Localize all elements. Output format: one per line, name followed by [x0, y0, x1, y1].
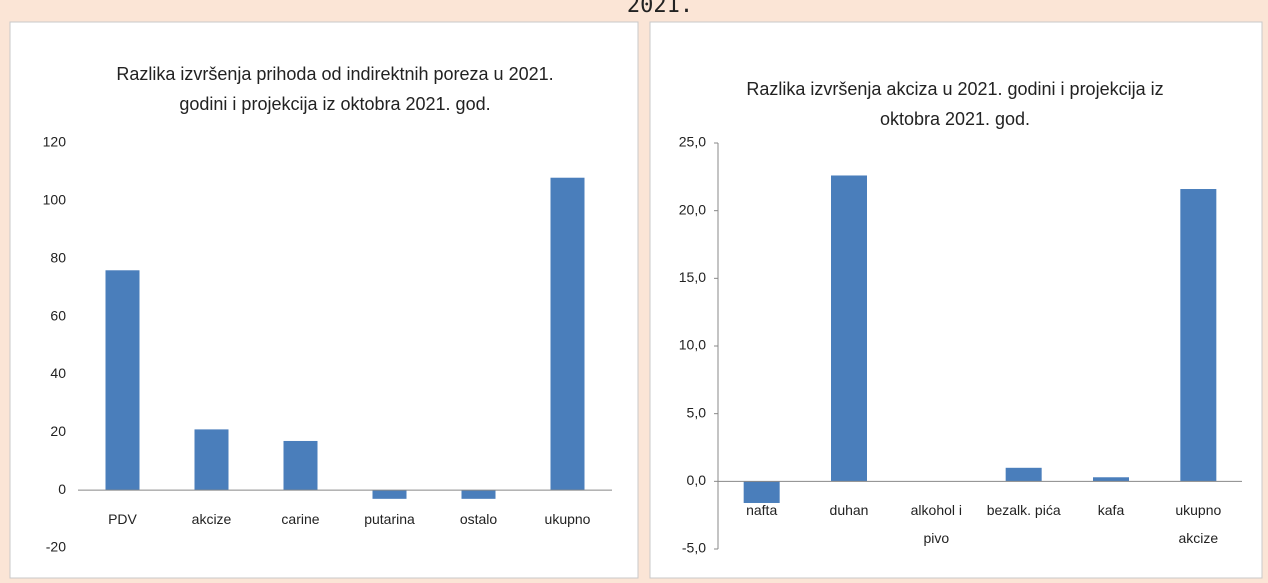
y-tick-label: 10,0 — [679, 337, 706, 353]
y-tick-label: 40 — [50, 365, 66, 381]
y-tick-label: 100 — [43, 192, 67, 208]
bar — [194, 429, 229, 491]
x-tick-label: nafta — [746, 502, 777, 518]
y-tick-label: 80 — [50, 249, 66, 265]
x-tick-label: bezalk. pića — [987, 502, 1061, 518]
bar — [743, 481, 780, 503]
x-tick-label: ostalo — [460, 511, 498, 527]
x-tick-label: akcize — [192, 511, 232, 527]
y-tick-label: 0,0 — [687, 472, 707, 488]
bar — [461, 490, 496, 499]
bar — [550, 177, 585, 491]
y-tick-label: 60 — [50, 307, 66, 323]
chart-title: Razlika izvršenja prihoda od indirektnih… — [116, 64, 553, 84]
caption: 2021. — [627, 0, 693, 18]
chart-title: godini i projekcija iz oktobra 2021. god… — [179, 94, 490, 114]
x-tick-label: kafa — [1098, 502, 1125, 518]
bar — [372, 490, 407, 499]
x-tick-label: duhan — [830, 502, 869, 518]
chart-title: oktobra 2021. god. — [880, 109, 1030, 129]
x-tick-label: ukupno — [1175, 502, 1221, 518]
chart-title: Razlika izvršenja akciza u 2021. godini … — [746, 79, 1163, 99]
y-tick-label: 0 — [58, 481, 66, 497]
x-tick-label: pivo — [923, 530, 949, 546]
y-tick-label: 20,0 — [679, 201, 706, 217]
x-tick-label: alkohol i — [911, 502, 962, 518]
y-tick-label: 20 — [50, 423, 66, 439]
bar — [1093, 477, 1129, 482]
bar — [831, 175, 867, 482]
bar — [283, 440, 318, 491]
y-tick-label: 25,0 — [679, 134, 706, 150]
bar — [1005, 467, 1042, 482]
right-panel — [649, 21, 1263, 579]
x-tick-label: carine — [281, 511, 319, 527]
y-tick-label: 5,0 — [687, 404, 707, 420]
bar — [1180, 189, 1217, 482]
bar — [105, 270, 140, 491]
y-tick-label: -5,0 — [682, 540, 706, 556]
y-tick-label: -20 — [46, 539, 66, 555]
x-tick-label: putarina — [364, 511, 415, 527]
x-tick-label: ukupno — [545, 511, 591, 527]
x-tick-label: PDV — [108, 511, 137, 527]
x-tick-label: akcize — [1178, 530, 1218, 546]
y-tick-label: 120 — [43, 134, 67, 150]
y-tick-label: 15,0 — [679, 269, 706, 285]
